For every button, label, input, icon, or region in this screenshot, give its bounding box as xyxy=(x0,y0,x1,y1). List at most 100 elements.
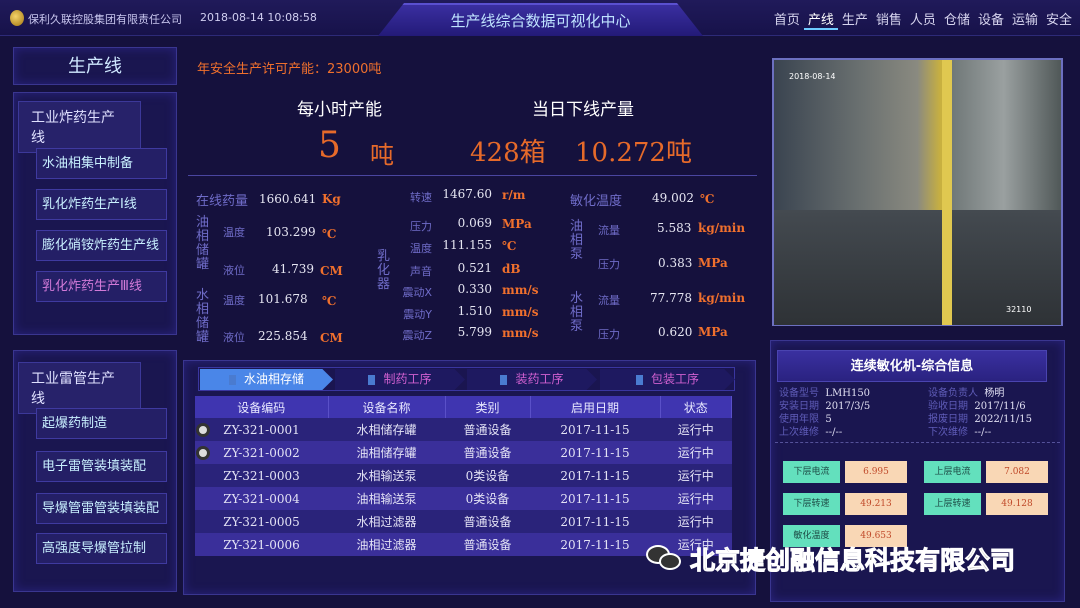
divider xyxy=(188,175,757,176)
sidebar-item-active[interactable]: 乳化炸药生产Ⅲ线 xyxy=(36,271,167,302)
header: 保利久联控股集团有限责任公司 2018-08-14 10:08:58 生产线综合… xyxy=(0,0,1080,36)
camera-label: 32110 xyxy=(1006,305,1032,314)
emulsifier-metric-unit: ℃ xyxy=(502,239,517,253)
emulsifier-metric-label: 震动Y xyxy=(403,308,432,321)
nav-sales[interactable]: 销售 xyxy=(875,13,902,28)
sidebar-item[interactable]: 电子雷管装填装配 xyxy=(36,451,167,482)
info-field-value: 5 xyxy=(825,414,832,425)
tab-label: 水油相存储 xyxy=(243,372,304,386)
device-status-icon[interactable] xyxy=(196,446,210,460)
online-label: 在线药量 xyxy=(196,194,249,209)
table-cell: 普通设备 xyxy=(445,441,530,464)
tab-icon xyxy=(500,374,508,385)
table-cell: 运行中 xyxy=(660,510,732,533)
daily-boxes: 428箱 xyxy=(470,138,546,168)
reading-label: 下层转速 xyxy=(783,493,840,515)
camera-floor xyxy=(774,210,1061,325)
table-cell: 油相过滤器 xyxy=(328,533,445,556)
emulsifier-metric-label: 震动X xyxy=(402,286,432,299)
table-row[interactable]: ZY-321-0005 水相过滤器 普通设备 2017-11-15 运行中 xyxy=(195,510,732,533)
nav-production-line[interactable]: 产线 xyxy=(803,9,838,30)
reading-value: 7.082 xyxy=(986,461,1048,483)
oil-pump-pres-unit: MPa xyxy=(698,256,728,270)
water-pump-flow-unit: kg/min xyxy=(698,291,746,305)
reading-value: 6.995 xyxy=(845,461,907,483)
oil-tank-temp-unit: ℃ xyxy=(322,227,337,241)
oil-pump-flow: 5.583 xyxy=(657,221,692,235)
info-field-value: 2017/11/6 xyxy=(974,401,1026,412)
emulsifier-metric-value: 0.521 xyxy=(457,261,492,275)
info-field-label: 使用年限 xyxy=(779,414,819,425)
hourly-value: 5 xyxy=(318,125,341,166)
hourly-label: 每小时产能 xyxy=(297,100,382,120)
table-cell: 油相储存罐 xyxy=(328,441,445,464)
oil-pump-pres-label: 压力 xyxy=(598,258,620,271)
table-cell: 2017-11-15 xyxy=(530,418,660,441)
water-pump-pres-unit: MPa xyxy=(698,325,728,339)
nav-warehouse[interactable]: 仓储 xyxy=(943,13,970,28)
oil-tank-level-unit: CM xyxy=(320,264,343,278)
table-cell: 2017-11-15 xyxy=(530,510,660,533)
table-cell: ZY-321-0002 xyxy=(195,441,328,464)
table-row[interactable]: ZY-321-0006 油相过滤器 普通设备 2017-11-15 运行中 xyxy=(195,533,732,556)
info-field-value: LMH150 xyxy=(825,388,871,399)
tab-charging[interactable]: 装药工序 xyxy=(467,369,597,390)
info-field-value: 杨明 xyxy=(984,388,1005,399)
info-field-label: 下次维修 xyxy=(928,427,968,438)
tab-water-oil-storage[interactable]: 水油相存储 xyxy=(200,369,333,390)
oil-pump-pres: 0.383 xyxy=(658,256,693,270)
oil-tank-label: 油相储罐 xyxy=(196,215,210,272)
table-cell: 水相过滤器 xyxy=(328,510,445,533)
emulsifier-metric-value: 111.155 xyxy=(442,238,492,252)
nav-equipment[interactable]: 设备 xyxy=(977,13,1004,28)
nav-transport[interactable]: 运输 xyxy=(1011,13,1038,28)
sidebar-item[interactable]: 乳化炸药生产Ⅰ线 xyxy=(36,189,167,220)
sidebar-item[interactable]: 膨化硝铵炸药生产线 xyxy=(36,230,167,261)
nav-home[interactable]: 首页 xyxy=(773,13,800,28)
table-row[interactable]: ZY-321-0003 水相输送泵 0类设备 2017-11-15 运行中 xyxy=(195,464,732,487)
camera-feed[interactable]: 2018-08-14 32110 xyxy=(772,58,1063,326)
table-cell: ZY-321-0004 xyxy=(195,487,328,510)
sidebar-item[interactable]: 高强度导爆管拉制 xyxy=(36,533,167,564)
license-capacity: 年安全生产许可产能：23000吨 xyxy=(197,62,382,77)
emulsifier-metric-unit: mm/s xyxy=(502,326,539,340)
emulsifier-metric-label: 声音 xyxy=(410,265,432,278)
sidebar-item[interactable]: 水油相集中制备 xyxy=(36,148,167,179)
tab-packaging[interactable]: 包装工序 xyxy=(600,369,735,390)
nav-production[interactable]: 生产 xyxy=(841,13,868,28)
emulsifier-metric-unit: MPa xyxy=(502,217,532,231)
table-cell: 2017-11-15 xyxy=(530,533,660,556)
device-status-icon[interactable] xyxy=(196,423,210,437)
reading-label: 上层转速 xyxy=(924,493,981,515)
reading-label: 敏化温度 xyxy=(783,525,840,547)
table-row[interactable]: ZY-321-0001 水相储存罐 普通设备 2017-11-15 运行中 xyxy=(195,418,732,441)
table-cell: ZY-321-0006 xyxy=(195,533,328,556)
tab-pharma[interactable]: 制药工序 xyxy=(335,369,465,390)
emulsifier-metric-label: 压力 xyxy=(410,220,432,233)
table-cell: 运行中 xyxy=(660,464,732,487)
table-row[interactable]: ZY-321-0002 油相储存罐 普通设备 2017-11-15 运行中 xyxy=(195,441,732,464)
water-pump-pres: 0.620 xyxy=(658,325,693,339)
reading-label: 上层电流 xyxy=(924,461,981,483)
sidebar-item[interactable]: 起爆药制造 xyxy=(36,408,167,439)
reading-value: 49.213 xyxy=(845,493,907,515)
table-cell: 运行中 xyxy=(660,533,732,556)
info-field-value: --/-- xyxy=(825,427,843,438)
top-nav: 首页 产线 生产 销售 人员 仓储 设备 运输 安全 xyxy=(770,9,1076,30)
table-cell: 普通设备 xyxy=(445,533,530,556)
emulsifier-metric-label: 温度 xyxy=(410,242,432,255)
info-field-value: --/-- xyxy=(974,427,992,438)
table-cell: 运行中 xyxy=(660,441,732,464)
nav-personnel[interactable]: 人员 xyxy=(909,13,936,28)
tab-icon xyxy=(228,374,236,385)
nav-safety[interactable]: 安全 xyxy=(1045,13,1072,28)
table-row[interactable]: ZY-321-0004 油相输送泵 0类设备 2017-11-15 运行中 xyxy=(195,487,732,510)
water-tank-temp-label: 温度 xyxy=(223,294,245,307)
water-tank-temp-unit: ℃ xyxy=(322,294,337,308)
table-cell: 水相输送泵 xyxy=(328,464,445,487)
water-pump-label: 水相泵 xyxy=(570,291,584,334)
emulsifier-label: 乳化器 xyxy=(377,249,391,292)
emulsifier-metric-unit: mm/s xyxy=(502,283,539,297)
table-cell: 2017-11-15 xyxy=(530,464,660,487)
sidebar-item[interactable]: 导爆管雷管装填装配 xyxy=(36,493,167,524)
